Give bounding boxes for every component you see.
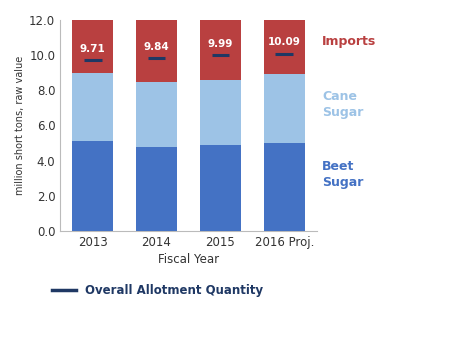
Text: Beet
Sugar: Beet Sugar	[322, 159, 364, 188]
Bar	[136, 147, 177, 231]
Text: Cane
Sugar: Cane Sugar	[322, 90, 364, 119]
Bar	[136, 20, 177, 82]
Bar	[72, 20, 113, 73]
Text: 9.99: 9.99	[208, 39, 233, 49]
Bar	[72, 73, 113, 141]
Bar	[72, 141, 113, 231]
Bar	[200, 145, 241, 231]
Bar	[264, 143, 305, 231]
Bar	[136, 82, 177, 147]
Legend: Overall Allotment Quantity: Overall Allotment Quantity	[47, 279, 268, 302]
X-axis label: Fiscal Year: Fiscal Year	[158, 253, 219, 266]
Bar	[200, 80, 241, 145]
Text: Imports: Imports	[322, 35, 376, 47]
Text: 10.09: 10.09	[268, 37, 301, 47]
Bar	[200, 20, 241, 80]
Y-axis label: million short tons, raw value: million short tons, raw value	[15, 56, 25, 195]
Bar	[264, 20, 305, 74]
Text: 9.84: 9.84	[144, 42, 169, 52]
Bar	[264, 74, 305, 143]
Text: 9.71: 9.71	[80, 44, 106, 54]
